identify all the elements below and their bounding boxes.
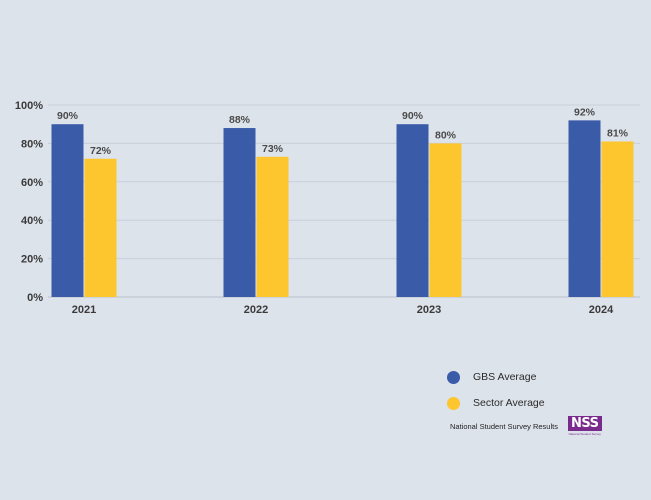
legend-item-sector: Sector Average xyxy=(447,390,545,416)
y-tick-label: 20% xyxy=(21,254,43,266)
bar-gbs-2021 xyxy=(51,124,84,297)
legend-swatch-gbs xyxy=(447,370,460,384)
y-tick-label: 0% xyxy=(27,292,43,304)
bar-sector-2024 xyxy=(601,141,634,297)
data-label: 72% xyxy=(90,145,112,157)
data-label: 73% xyxy=(262,143,284,155)
data-label: 81% xyxy=(607,127,629,139)
data-label: 92% xyxy=(574,106,596,118)
bar-sector-2021 xyxy=(84,158,117,297)
legend-label-gbs: GBS Average xyxy=(473,371,537,383)
bar-sector-2022 xyxy=(256,156,289,297)
legend-swatch-sector xyxy=(447,396,460,410)
footer-text: National Student Survey Results xyxy=(450,421,558,431)
y-tick-label: 40% xyxy=(21,215,43,227)
bar-chart: 0% 20% 40% 60% 80% 100% 90% 72% 2021 88% 73% 2022 90… xyxy=(15,100,640,316)
x-tick-label: 2023 xyxy=(417,304,441,316)
footer: National Student Survey Results NSS Nati… xyxy=(450,416,602,436)
bar-gbs-2024 xyxy=(568,120,601,297)
data-label: 90% xyxy=(57,110,79,122)
x-tick-label: 2021 xyxy=(72,304,96,316)
bar-sector-2023 xyxy=(429,143,462,297)
nss-logo: NSS National Student Survey xyxy=(567,416,602,436)
y-tick-label: 80% xyxy=(21,138,43,150)
nss-logo-subtext: National Student Survey xyxy=(568,432,601,436)
legend: GBS Average Sector Average xyxy=(447,364,545,416)
y-tick-label: 60% xyxy=(21,177,43,189)
data-label: 80% xyxy=(435,129,457,141)
legend-label-sector: Sector Average xyxy=(473,397,545,409)
legend-item-gbs: GBS Average xyxy=(447,364,545,390)
nss-logo-mark: NSS xyxy=(567,416,602,431)
x-tick-label: 2024 xyxy=(589,304,614,316)
y-tick-label: 100% xyxy=(15,100,43,112)
bar-gbs-2022 xyxy=(223,128,256,297)
bar-gbs-2023 xyxy=(396,124,429,297)
data-label: 90% xyxy=(402,110,424,122)
data-label: 88% xyxy=(229,114,251,126)
x-tick-label: 2022 xyxy=(244,304,268,316)
